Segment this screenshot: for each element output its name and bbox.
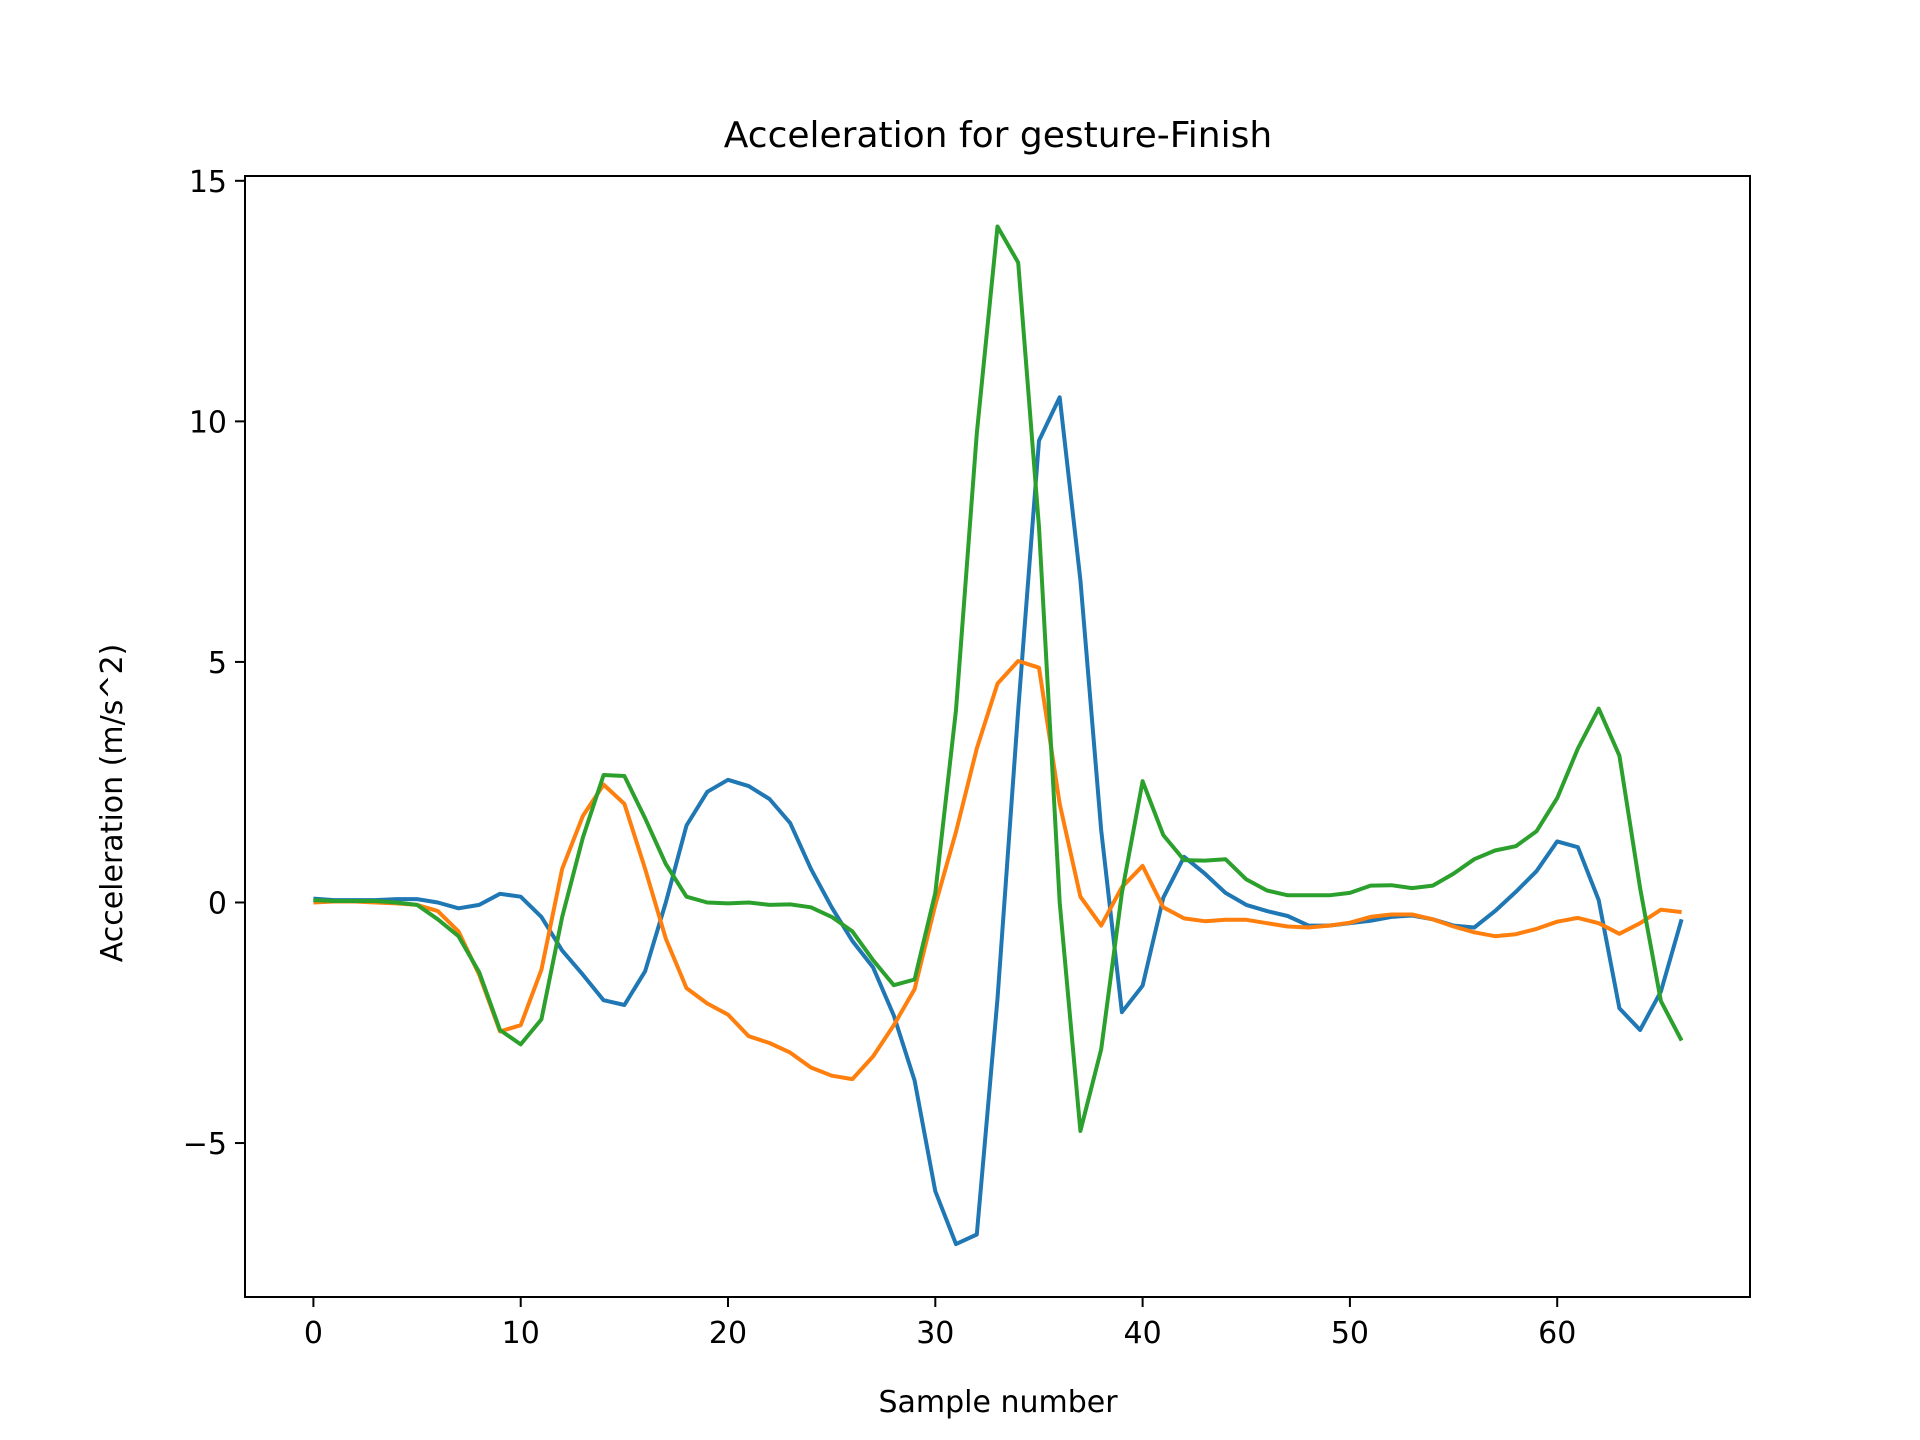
x-axis-label: Sample number xyxy=(878,1385,1118,1420)
x-tick-label: 20 xyxy=(709,1316,747,1351)
x-tick-label: 40 xyxy=(1124,1316,1162,1351)
x-tick-label: 30 xyxy=(916,1316,954,1351)
y-tick-label: 0 xyxy=(208,886,227,921)
x-axis: 0 10 20 30 40 50 60 xyxy=(304,1297,1576,1351)
y-tick-label: 10 xyxy=(189,405,227,440)
x-tick-label: 50 xyxy=(1331,1316,1369,1351)
chart-title: Acceleration for gesture-Finish xyxy=(724,115,1272,156)
x-tick-label: 60 xyxy=(1538,1316,1576,1351)
plot-frame xyxy=(244,175,1751,1298)
y-tick-label: 5 xyxy=(208,646,227,681)
x-tick-label: 0 xyxy=(304,1316,323,1351)
series-layer xyxy=(313,224,1684,1247)
x-tick-label: 10 xyxy=(502,1316,540,1351)
series-line-2 xyxy=(313,659,1682,1082)
y-tick-label: 15 xyxy=(189,165,227,200)
series-line-3 xyxy=(313,224,1684,1133)
y-axis: −5 0 5 10 15 xyxy=(183,165,245,1162)
y-tick-label: −5 xyxy=(183,1127,227,1162)
y-axis-label: Acceleration (m/s^2) xyxy=(95,644,130,963)
